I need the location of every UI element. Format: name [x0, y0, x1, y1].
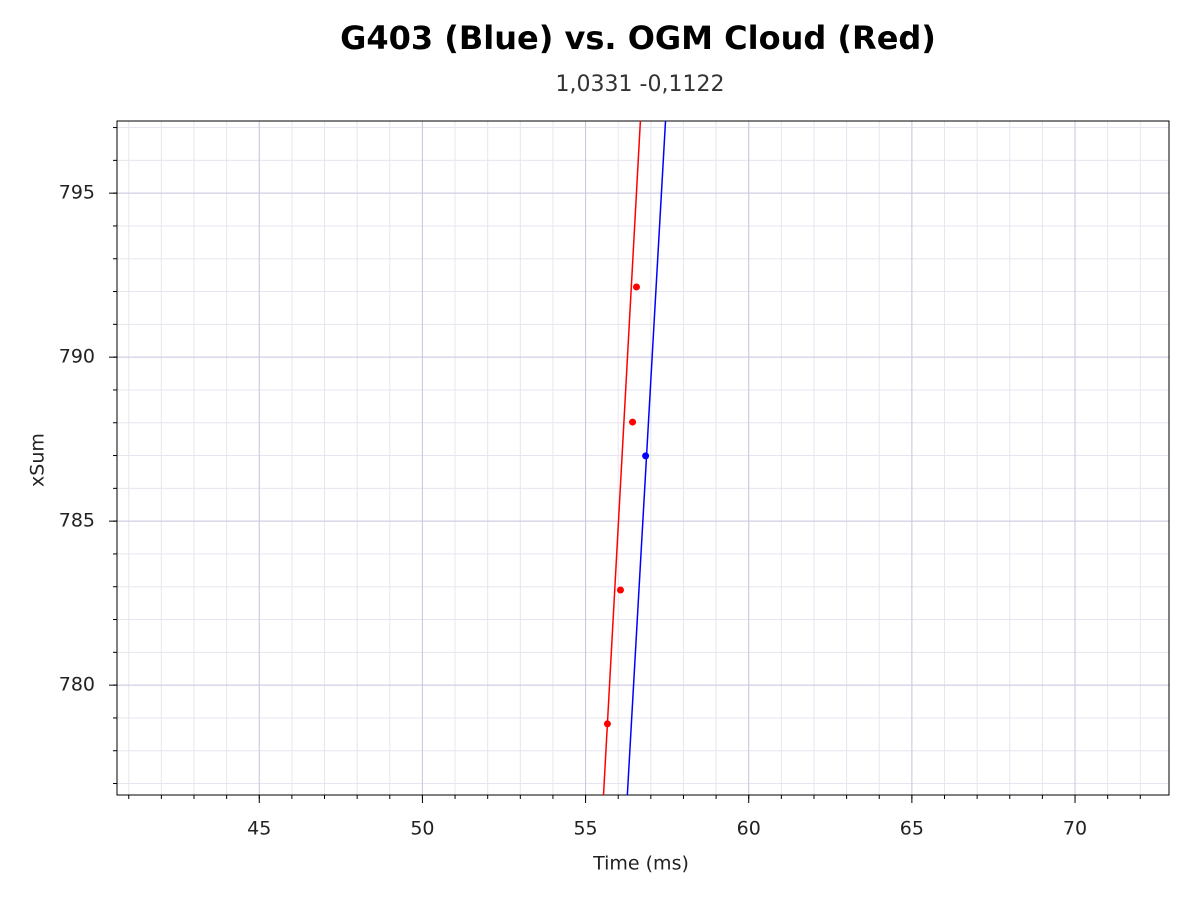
- data-point: [629, 418, 637, 426]
- y-tick-label: 790: [59, 346, 95, 368]
- y-axis-label: xSum: [27, 433, 49, 487]
- data-point: [632, 283, 640, 291]
- plot-frame: [116, 120, 1170, 796]
- data-point: [603, 720, 611, 728]
- y-tick-label: 795: [59, 182, 95, 204]
- x-tick-label: 45: [247, 818, 271, 840]
- chart-title: G403 (Blue) vs. OGM Cloud (Red): [340, 19, 936, 57]
- data-point: [642, 452, 650, 460]
- x-tick-label: 70: [1063, 818, 1087, 840]
- x-tick-label: 65: [900, 818, 924, 840]
- data-point: [616, 586, 624, 594]
- chart-subtitle: 1,0331 -0,1122: [556, 72, 725, 97]
- data-line: [602, 120, 642, 796]
- x-axis-label: Time (ms): [592, 853, 689, 875]
- y-tick-label: 780: [59, 674, 95, 696]
- x-tick-label: 50: [410, 818, 434, 840]
- x-tick-label: 55: [573, 818, 597, 840]
- x-tick-label: 60: [737, 818, 761, 840]
- y-tick-label: 785: [59, 510, 95, 532]
